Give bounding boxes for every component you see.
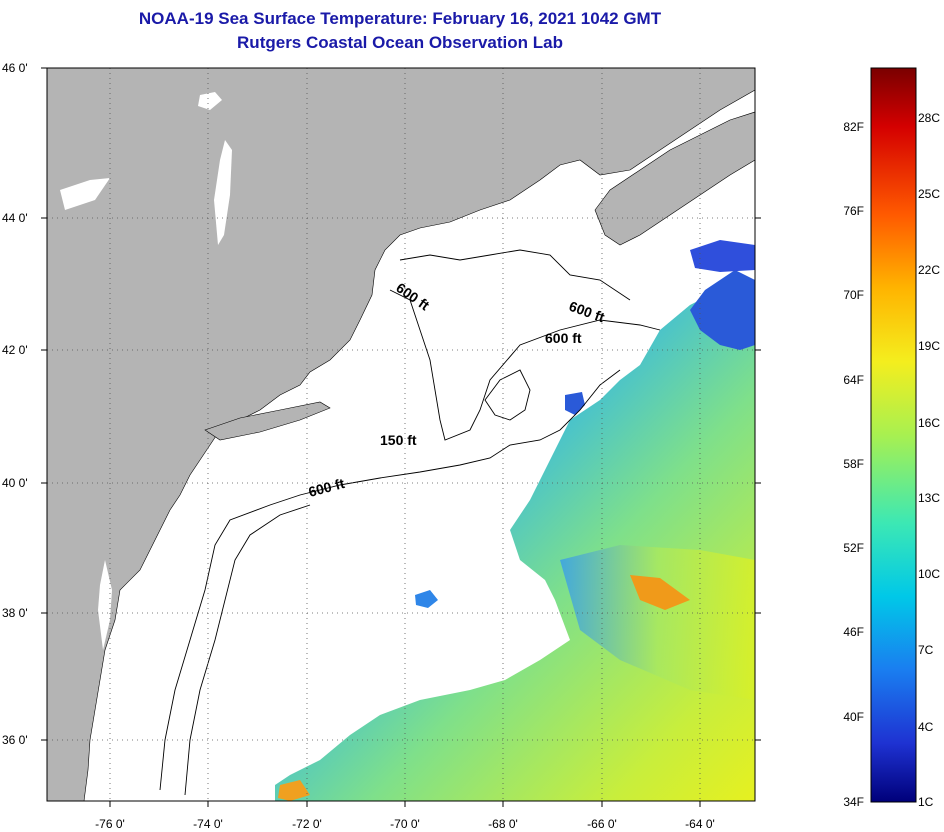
cbar-f-label: 34F (843, 795, 864, 809)
lake (198, 92, 222, 110)
lon-label: -64 0' (685, 817, 715, 831)
cbar-c-label: 16C (918, 416, 940, 430)
cbar-f-label: 58F (843, 457, 864, 471)
cbar-c-label: 7C (918, 643, 934, 657)
lon-label: -72 0' (292, 817, 322, 831)
land-mainland (47, 68, 755, 801)
sst-data-orange-patch (630, 575, 690, 610)
cbar-c-label: 1C (918, 795, 934, 809)
cbar-f-label: 70F (843, 288, 864, 302)
lat-label: 46 0' (2, 61, 28, 75)
lon-label: -76 0' (95, 817, 125, 831)
sst-data-orange-patch-2 (278, 780, 310, 801)
contour-label: 600 ft (545, 330, 582, 346)
cbar-c-label: 13C (918, 491, 940, 505)
cbar-f-label: 76F (843, 204, 864, 218)
lon-label: -66 0' (587, 817, 617, 831)
lat-label: 44 0' (2, 211, 28, 225)
sst-data-gulf-of-maine (690, 270, 755, 350)
cbar-f-label: 46F (843, 625, 864, 639)
contour-label: 150 ft (380, 432, 417, 448)
map-title: NOAA-19 Sea Surface Temperature: Februar… (138, 9, 662, 28)
longitude-labels: -76 0' -74 0' -72 0' -70 0' -68 0' -66 0… (95, 817, 715, 831)
lake (60, 178, 110, 210)
sst-data-offshore (275, 290, 755, 801)
graticule (47, 68, 755, 801)
bay (98, 560, 112, 650)
sst-data-small-patch-2 (565, 392, 585, 415)
map-subtitle: Rutgers Coastal Ocean Observation Lab (237, 33, 563, 52)
lat-label: 42 0' (2, 343, 28, 357)
bathymetry-contours (159, 249, 661, 796)
colorbar-fahrenheit-labels: 82F 76F 70F 64F 58F 52F 46F 40F 34F (843, 120, 864, 809)
sst-data-warm-band (560, 545, 755, 700)
cbar-c-label: 10C (918, 567, 940, 581)
sst-data-small-patch (415, 590, 438, 608)
lon-label: -68 0' (488, 817, 518, 831)
lat-label: 38 0' (2, 606, 28, 620)
cbar-f-label: 82F (843, 120, 864, 134)
cbar-c-label: 22C (918, 263, 940, 277)
cbar-f-label: 52F (843, 541, 864, 555)
map-frame (46, 67, 756, 802)
colorbar (870, 67, 917, 803)
land-long-island (204, 401, 331, 441)
lon-label: -70 0' (390, 817, 420, 831)
axis-ticks (41, 67, 761, 807)
latitude-labels: 46 0' 44 0' 42 0' 40 0' 38 0' 36 0' (2, 61, 28, 747)
colorbar-celsius-labels: 28C 25C 22C 19C 16C 13C 10C 7C 4C 1C (918, 111, 940, 809)
lake (214, 140, 232, 245)
sst-data-scotian-patch (690, 240, 755, 272)
lon-label: -74 0' (193, 817, 223, 831)
lat-label: 36 0' (2, 733, 28, 747)
cbar-f-label: 64F (843, 373, 864, 387)
lat-label: 40 0' (2, 476, 28, 490)
cbar-c-label: 4C (918, 720, 934, 734)
cbar-c-label: 19C (918, 339, 940, 353)
cbar-c-label: 28C (918, 111, 940, 125)
cbar-c-label: 25C (918, 187, 940, 201)
cbar-f-label: 40F (843, 710, 864, 724)
land-nova-scotia (594, 111, 755, 246)
